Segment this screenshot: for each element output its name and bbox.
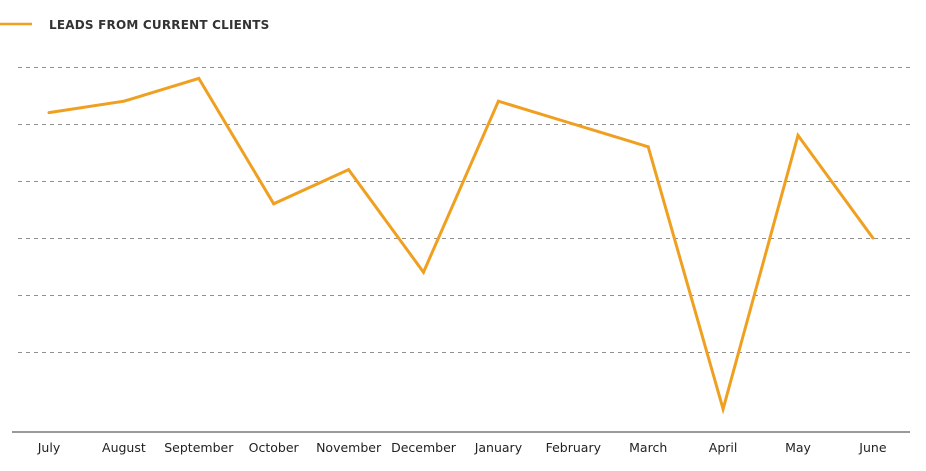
- data-point: [422, 270, 425, 274]
- data-point: [496, 99, 500, 103]
- legend-label: LEADS FROM CURRENT CLIENTS: [49, 18, 270, 32]
- data-point: [122, 99, 126, 103]
- data-point: [347, 168, 351, 172]
- data-point: [871, 236, 875, 240]
- x-tick-label: February: [546, 440, 602, 455]
- x-tick-label: October: [249, 440, 300, 455]
- x-tick-label: September: [164, 440, 234, 455]
- legend: LEADS FROM CURRENT CLIENTS: [0, 18, 270, 32]
- series-line-leads: [48, 76, 875, 415]
- x-tick-label: June: [858, 440, 887, 455]
- x-tick-label: April: [709, 440, 738, 455]
- x-tick-label: November: [316, 440, 382, 455]
- data-point: [197, 76, 201, 80]
- data-point: [47, 111, 51, 115]
- x-tick-label: July: [37, 440, 61, 455]
- x-axis-tick-labels: July August September October November Decemb…: [37, 440, 887, 455]
- x-tick-label: March: [629, 440, 667, 455]
- x-tick-label: January: [474, 440, 523, 455]
- x-tick-label: August: [102, 440, 146, 455]
- x-tick-label: December: [391, 440, 457, 455]
- x-tick-label: May: [785, 440, 811, 455]
- data-point: [646, 145, 650, 149]
- data-point: [571, 122, 575, 126]
- data-point: [721, 407, 725, 411]
- data-point: [272, 202, 276, 206]
- data-point: [796, 133, 800, 137]
